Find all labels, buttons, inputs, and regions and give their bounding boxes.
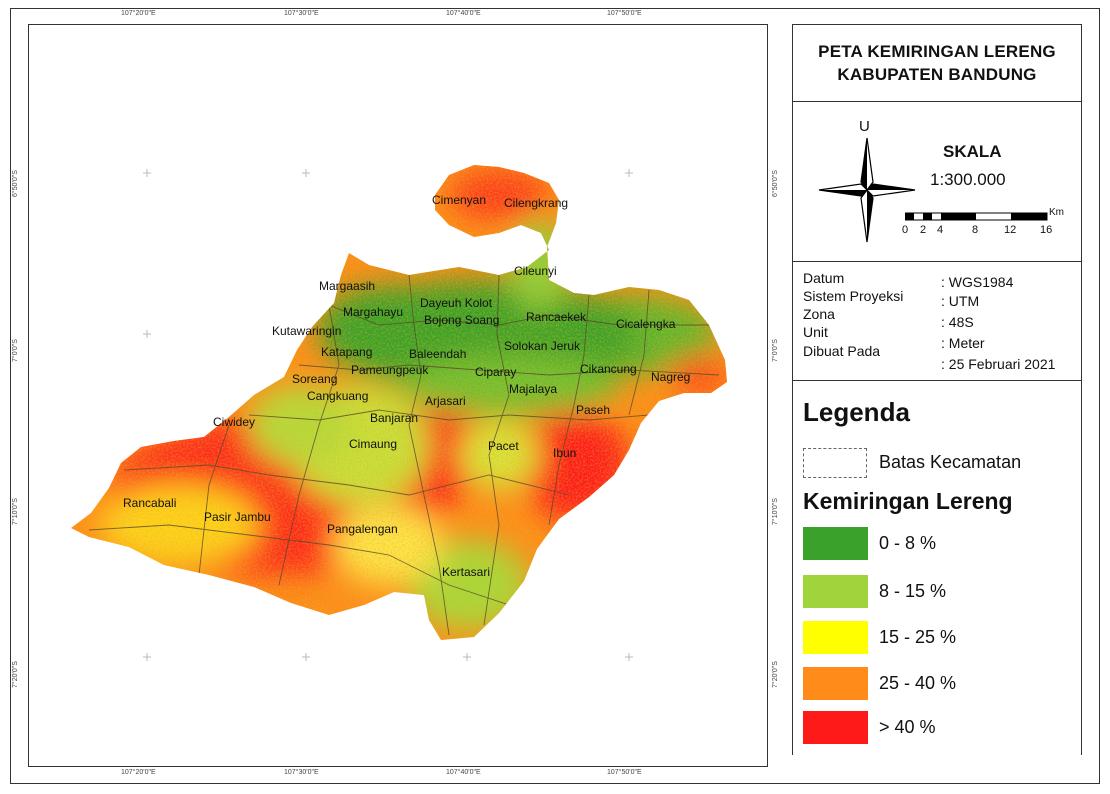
legend-label: 8 - 15 % <box>879 581 947 601</box>
district-label: Pasir Jambu <box>204 510 271 524</box>
legend-swatch-8-15 <box>803 575 868 608</box>
map-area[interactable]: Cimenyan Cilengkrang Cileunyi Margaasih … <box>28 24 768 767</box>
grid-label-left-4: 7°20'0"S <box>12 661 19 688</box>
grid-label-bottom-1: 107°20'0"E <box>121 769 156 776</box>
district-label: Margaasih <box>319 279 376 293</box>
district-label: Katapang <box>321 345 373 359</box>
info-value: : 48S <box>941 314 974 330</box>
legend-swatch-25-40 <box>803 667 868 700</box>
district-label: Pameungpeuk <box>351 363 429 377</box>
district-label: Cangkuang <box>307 389 369 403</box>
district-label: Cimenyan <box>432 193 487 207</box>
north-scale-box: U SKALA 1:300.000 Km 0 2 4 8 12 16 <box>792 101 1082 262</box>
district-label: Majalaya <box>509 382 558 396</box>
boundary-swatch <box>803 448 867 478</box>
district-label: Pangalengan <box>327 522 398 536</box>
info-label: Datum <box>803 270 845 286</box>
grid-label-bottom-3: 107°40'0"E <box>446 769 481 776</box>
district-label: Kertasari <box>442 565 491 579</box>
grid-label-top-3: 107°40'0"E <box>446 10 481 17</box>
grid-label-top-1: 107°20'0"E <box>121 10 156 17</box>
info-label: Sistem Proyeksi <box>803 288 904 304</box>
legend-box: Legenda Batas Kecamatan Kemiringan Leren… <box>792 380 1082 755</box>
district-label: Margahayu <box>343 305 404 319</box>
legend-swatch-over-40 <box>803 711 868 744</box>
scale-heading: SKALA <box>943 142 1002 161</box>
legend-swatch-15-25 <box>803 621 868 654</box>
grid-label-right-4: 7°20'0"S <box>772 661 779 688</box>
district-label: Cicalengka <box>616 317 676 331</box>
grid-label-right-1: 6°50'0"S <box>772 170 779 197</box>
district-label: Dayeuh Kolot <box>420 296 493 310</box>
grid-label-left-2: 7°0'0"S <box>12 339 19 362</box>
legend-label: 15 - 25 % <box>879 627 957 647</box>
slope-raster <box>71 165 727 640</box>
district-label: Solokan Jeruk <box>504 339 581 353</box>
district-label: Paseh <box>576 403 611 417</box>
scale-tick-label: 4 <box>937 224 944 236</box>
district-label: Cikancung <box>580 362 637 376</box>
grid-label-bottom-2: 107°30'0"E <box>284 769 319 776</box>
scale-tick-label: 0 <box>902 224 909 236</box>
info-label: Unit <box>803 324 828 340</box>
district-label: Cilengkrang <box>504 196 569 210</box>
info-label: Dibuat Pada <box>803 343 881 359</box>
north-label: U <box>859 118 870 135</box>
district-label: Nagreg <box>651 370 691 384</box>
legend-swatch-0-8 <box>803 527 868 560</box>
district-label: Rancabali <box>123 496 177 510</box>
district-label: Bojong Soang <box>424 313 500 327</box>
info-value: : UTM <box>941 293 980 309</box>
north-arrow-icon <box>818 137 916 243</box>
slope-legend-title: Kemiringan Lereng <box>803 488 1013 514</box>
district-label: Ciparay <box>475 365 517 379</box>
scale-tick-label: 16 <box>1040 224 1053 236</box>
map-info-box: Datum : WGS1984 Sistem Proyeksi : UTM Zo… <box>792 261 1082 381</box>
district-label: Banjaran <box>370 411 419 425</box>
slope-map <box>71 165 727 661</box>
info-value: : WGS1984 <box>941 274 1014 290</box>
boundary-label: Batas Kecamatan <box>879 452 1022 472</box>
district-label: Baleendah <box>409 347 467 361</box>
map-frame <box>10 8 1100 784</box>
scale-tick-label: 8 <box>972 224 979 236</box>
district-boundaries <box>88 274 720 636</box>
district-label: Ciwidey <box>213 415 256 429</box>
info-value: : 25 Februari 2021 <box>941 356 1056 372</box>
district-label: Kutawaringin <box>272 324 342 338</box>
scale-unit: Km <box>1049 207 1064 218</box>
scale-bar <box>905 212 1048 221</box>
legend-label: > 40 % <box>879 717 936 737</box>
district-label: Cileunyi <box>514 264 557 278</box>
district-label: Rancaekek <box>526 310 587 324</box>
info-value: : Meter <box>941 335 985 351</box>
info-label: Zona <box>803 306 835 322</box>
map-title-box: PETA KEMIRINGAN LERENG KABUPATEN BANDUNG <box>792 24 1082 102</box>
district-label: Arjasari <box>425 394 466 408</box>
district-label: Ibun <box>553 446 577 460</box>
legend-title: Legenda <box>803 397 910 427</box>
grid-label-left-1: 6°50'0"S <box>12 170 19 197</box>
legend-label: 25 - 40 % <box>879 673 957 693</box>
district-label: Pacet <box>488 439 519 453</box>
grid-label-bottom-4: 107°50'0"E <box>607 769 642 776</box>
district-label: Soreang <box>292 372 338 386</box>
map-title-line1: PETA KEMIRINGAN LERENG <box>818 42 1056 61</box>
legend-label: 0 - 8 % <box>879 533 937 553</box>
grid-label-top-4: 107°50'0"E <box>607 10 642 17</box>
grid-label-top-2: 107°30'0"E <box>284 10 319 17</box>
grid-label-left-3: 7°10'0"S <box>12 498 19 525</box>
district-label: Cimaung <box>349 437 398 451</box>
scale-tick-label: 2 <box>920 224 927 236</box>
scale-ratio: 1:300.000 <box>930 170 1006 189</box>
map-title-line2: KABUPATEN BANDUNG <box>837 65 1037 84</box>
grid-label-right-2: 7°0'0"S <box>772 339 779 362</box>
scale-tick-label: 12 <box>1004 224 1017 236</box>
grid-label-right-3: 7°10'0"S <box>772 498 779 525</box>
